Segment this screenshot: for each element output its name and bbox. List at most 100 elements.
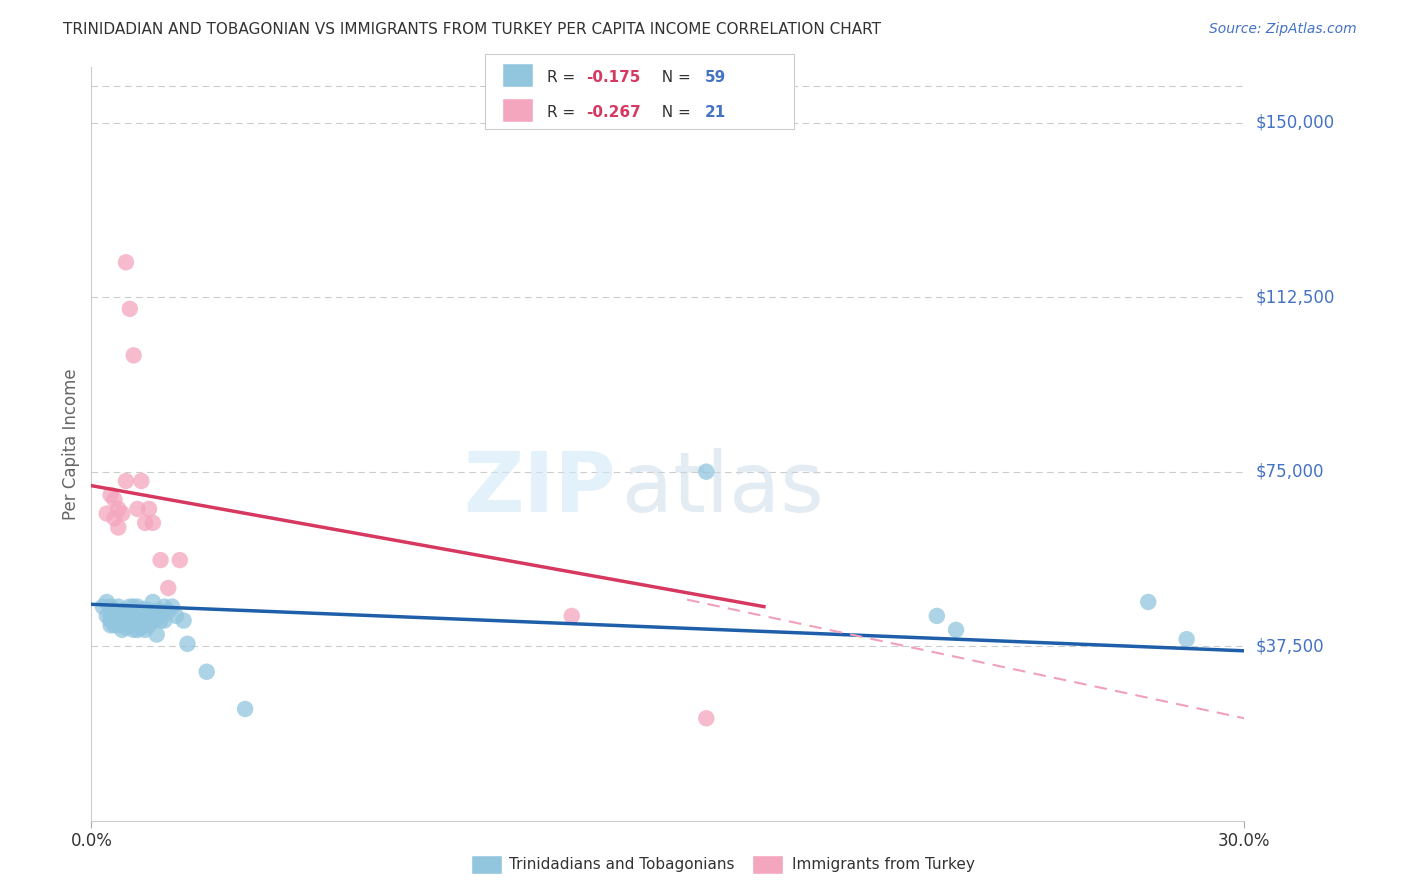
- Point: [96, 608, 118, 623]
- Point: [96, 595, 118, 609]
- Point: [153, 599, 176, 614]
- Text: $112,500: $112,500: [1256, 288, 1336, 306]
- Point: [122, 348, 145, 362]
- Point: [134, 516, 156, 530]
- Point: [118, 301, 141, 316]
- Point: [111, 604, 134, 618]
- Point: [111, 507, 134, 521]
- Point: [100, 488, 122, 502]
- Point: [115, 604, 138, 618]
- Point: [149, 604, 172, 618]
- Point: [131, 604, 153, 618]
- Point: [107, 520, 129, 534]
- Point: [100, 614, 122, 628]
- Point: [145, 604, 167, 618]
- Point: [118, 618, 141, 632]
- Point: [115, 255, 138, 269]
- Point: [925, 608, 948, 623]
- Point: [176, 637, 198, 651]
- Point: [561, 608, 583, 623]
- Text: $37,500: $37,500: [1256, 637, 1324, 655]
- Point: [138, 618, 160, 632]
- Point: [107, 599, 129, 614]
- Point: [142, 614, 165, 628]
- Point: [127, 614, 149, 628]
- Y-axis label: Per Capita Income: Per Capita Income: [62, 368, 80, 519]
- Point: [107, 614, 129, 628]
- Point: [100, 599, 122, 614]
- Point: [945, 623, 967, 637]
- Point: [142, 604, 165, 618]
- Point: [107, 502, 129, 516]
- Point: [103, 511, 125, 525]
- Point: [134, 614, 156, 628]
- Point: [118, 599, 141, 614]
- Point: [100, 608, 122, 623]
- Point: [127, 608, 149, 623]
- Point: [100, 618, 122, 632]
- Point: [142, 595, 165, 609]
- Text: N =: N =: [652, 105, 696, 120]
- Point: [138, 502, 160, 516]
- Point: [103, 611, 125, 625]
- Point: [111, 614, 134, 628]
- Point: [149, 553, 172, 567]
- Text: ZIP: ZIP: [464, 449, 616, 530]
- Point: [127, 599, 149, 614]
- Point: [122, 623, 145, 637]
- Point: [138, 608, 160, 623]
- Point: [131, 621, 153, 635]
- Text: 21: 21: [704, 105, 725, 120]
- Point: [111, 623, 134, 637]
- Point: [173, 614, 195, 628]
- Point: [157, 604, 180, 618]
- Point: [131, 608, 153, 623]
- Point: [115, 621, 138, 635]
- Point: [153, 614, 176, 628]
- Point: [142, 516, 165, 530]
- Point: [107, 608, 129, 623]
- Point: [165, 608, 187, 623]
- Point: [145, 627, 167, 641]
- Text: Immigrants from Turkey: Immigrants from Turkey: [792, 857, 974, 871]
- Text: 59: 59: [704, 70, 725, 86]
- Text: Trinidadians and Tobagonians: Trinidadians and Tobagonians: [509, 857, 734, 871]
- Text: -0.175: -0.175: [586, 70, 641, 86]
- Text: TRINIDADIAN AND TOBAGONIAN VS IMMIGRANTS FROM TURKEY PER CAPITA INCOME CORRELATI: TRINIDADIAN AND TOBAGONIAN VS IMMIGRANTS…: [63, 22, 882, 37]
- Point: [91, 599, 114, 614]
- Point: [122, 599, 145, 614]
- Point: [122, 607, 145, 621]
- Point: [96, 507, 118, 521]
- Point: [131, 474, 153, 488]
- Text: $150,000: $150,000: [1256, 114, 1334, 132]
- Point: [695, 711, 717, 725]
- Text: R =: R =: [547, 105, 581, 120]
- Point: [695, 465, 717, 479]
- Text: N =: N =: [652, 70, 696, 86]
- Text: -0.267: -0.267: [586, 105, 641, 120]
- Point: [127, 623, 149, 637]
- Text: atlas: atlas: [621, 449, 824, 530]
- Point: [134, 623, 156, 637]
- Text: Source: ZipAtlas.com: Source: ZipAtlas.com: [1209, 22, 1357, 37]
- Point: [145, 611, 167, 625]
- Point: [103, 604, 125, 618]
- Point: [122, 614, 145, 628]
- Point: [169, 553, 191, 567]
- Point: [157, 581, 180, 595]
- Point: [127, 502, 149, 516]
- Point: [115, 614, 138, 628]
- Point: [138, 604, 160, 618]
- Text: $75,000: $75,000: [1256, 463, 1324, 481]
- Point: [233, 702, 256, 716]
- Point: [131, 614, 153, 628]
- Point: [107, 618, 129, 632]
- Point: [118, 608, 141, 623]
- Point: [195, 665, 218, 679]
- Point: [160, 599, 183, 614]
- Point: [149, 614, 172, 628]
- Point: [103, 618, 125, 632]
- Point: [111, 608, 134, 623]
- Point: [1137, 595, 1160, 609]
- Point: [103, 492, 125, 507]
